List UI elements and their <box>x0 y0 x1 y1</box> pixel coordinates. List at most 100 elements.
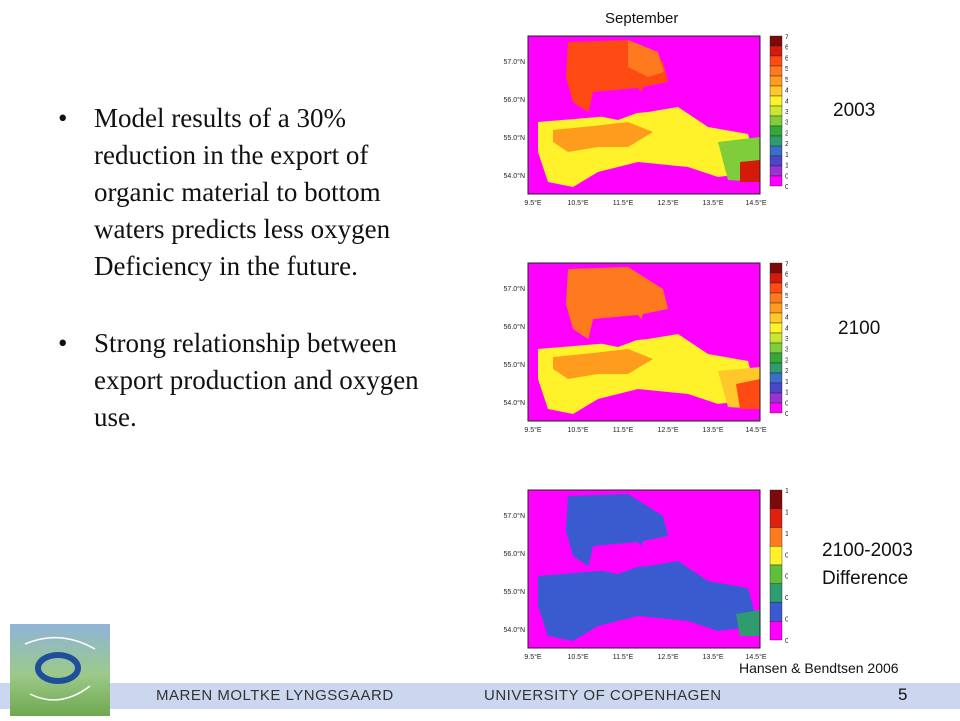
lon-tick: 14.5°E <box>745 426 766 434</box>
colorbar-tick-label: 4.5 <box>785 315 788 322</box>
colorbar-segment <box>769 564 783 584</box>
lon-tick: 10.5°E <box>567 653 588 661</box>
lon-tick: 14.5°E <box>745 653 766 661</box>
map-frame <box>527 35 761 195</box>
lon-tick: 14.5°E <box>745 199 766 207</box>
footer-university: UNIVERSITY OF COPENHAGEN <box>484 687 722 704</box>
colorbar-segment <box>769 508 783 528</box>
citation: Hansen & Bendtsen 2006 <box>739 660 899 676</box>
colorbar-tick-label: 4 <box>785 325 788 332</box>
colorbar-segment <box>769 352 783 364</box>
lon-tick: 10.5°E <box>567 426 588 434</box>
colorbar-segment <box>769 55 783 67</box>
colorbar-segment <box>769 105 783 117</box>
colorbar-segment <box>769 145 783 157</box>
lon-tick: 9.5°E <box>524 426 542 434</box>
colorbar-tick-label: 6.5 <box>785 272 788 279</box>
colorbar-segment <box>769 362 783 374</box>
map-hotspot <box>736 379 760 409</box>
map-difference-figure: 57.0°N 56.0°N 55.0°N 54.0°N 9.5°E 10.5°E… <box>504 488 788 661</box>
lat-tick: 55.0°N <box>504 361 525 369</box>
lat-tick: 57.0°N <box>504 512 525 520</box>
colorbar-segment <box>769 322 783 334</box>
lon-tick: 11.5°E <box>613 426 634 434</box>
colorbar-tick-label: 7 <box>785 261 788 268</box>
colorbar: 7 6.5 6 5.5 5 4.5 4 3.5 3 2.5 2 1.5 1 0.5 0 <box>769 34 788 191</box>
map-frame <box>527 489 761 649</box>
map-label-difference-line2: Difference <box>822 568 909 589</box>
colorbar-tick-label: 3.5 <box>785 336 788 343</box>
bullet-dot: • <box>58 328 68 358</box>
colorbar-tick-label: 6.5 <box>785 45 788 52</box>
colorbar-tick-label: 0.8 <box>785 552 788 559</box>
lon-tick: 11.5°E <box>613 199 634 207</box>
map-landmass-jutland <box>566 494 668 566</box>
colorbar-segment <box>769 292 783 304</box>
map-land-mask <box>588 88 653 120</box>
lon-tick: 12.5°E <box>657 426 678 434</box>
colorbar-tick-label: 3.5 <box>785 109 788 116</box>
colorbar-tick-label: 1 <box>785 163 788 170</box>
map-land-mask <box>678 506 760 576</box>
colorbar-tick-label: 1.5 <box>785 379 788 386</box>
lon-tick: 13.5°E <box>702 653 723 661</box>
page-number: 5 <box>898 685 908 704</box>
bullet-item: • Model results of a 30% reduction in the… <box>58 100 448 285</box>
colorbar-tick-label: 5 <box>785 77 788 84</box>
map-belts-region <box>553 122 653 152</box>
map-kattegat-region <box>628 40 664 77</box>
colorbar-tick-label: 6 <box>785 282 788 289</box>
colorbar-segment <box>769 392 783 404</box>
map-landmass-jutland <box>566 267 668 339</box>
colorbar-segment <box>769 342 783 354</box>
colorbar-segment <box>769 621 783 641</box>
lat-tick: 57.0°N <box>504 285 525 293</box>
bullet-dot: • <box>58 103 68 133</box>
colorbar-segment <box>769 332 783 344</box>
colorbar-tick-label: 2 <box>785 141 788 148</box>
colorbar-segment <box>769 602 783 622</box>
colorbar-tick-label: 5 <box>785 304 788 311</box>
map-2003-figure: 57.0°N 56.0°N 55.0°N 54.0°N 9.5°E 10.5°E… <box>504 34 788 207</box>
colorbar-segment <box>769 546 783 566</box>
colorbar-segment <box>769 35 783 47</box>
lon-tick: 12.5°E <box>657 653 678 661</box>
colorbar-tick-label: 1 <box>785 390 788 397</box>
map-land-mask <box>588 315 653 347</box>
colorbar-tick-label: 0.2 <box>785 617 788 624</box>
map-hotspot <box>740 160 760 182</box>
colorbar-segment <box>769 402 783 414</box>
lat-tick: 56.0°N <box>504 323 525 331</box>
colorbar-segment <box>769 85 783 97</box>
colorbar-segment <box>769 65 783 77</box>
colorbar-segment <box>769 372 783 384</box>
footer-author: MAREN MOLTKE LYNGSGAARD <box>156 687 394 704</box>
colorbar-segment <box>769 583 783 603</box>
bullet-item: • Strong relationship between export prod… <box>58 325 448 436</box>
lat-tick: 56.0°N <box>504 96 525 104</box>
bullet-text: Model results of a 30% reduction in the … <box>94 103 391 281</box>
lat-tick: 54.0°N <box>504 626 525 634</box>
colorbar-segment <box>769 302 783 314</box>
lat-tick: 56.0°N <box>504 550 525 558</box>
lon-tick: 11.5°E <box>613 653 634 661</box>
colorbar-tick-label: 0.4 <box>785 595 788 602</box>
colorbar-tick-label: 2.5 <box>785 357 788 364</box>
colorbar-tick-label: 2 <box>785 368 788 375</box>
colorbar-tick-label: 4 <box>785 98 788 105</box>
lon-tick: 12.5°E <box>657 199 678 207</box>
colorbar-segment <box>769 95 783 107</box>
colorbar-segment <box>769 175 783 187</box>
lat-tick: 55.0°N <box>504 588 525 596</box>
map-label-2003: 2003 <box>833 100 876 121</box>
colorbar-segment <box>769 382 783 394</box>
colorbar-tick-label: 5.5 <box>785 66 788 73</box>
colorbar-segment <box>769 45 783 57</box>
colorbar-segment <box>769 155 783 167</box>
map-land-mask <box>678 279 760 349</box>
map-2100: 57.0°N 56.0°N 55.0°N 54.0°N 9.5°E 10.5°E… <box>478 249 788 444</box>
map-label-difference: 2100-2003 Difference <box>822 537 913 593</box>
logo-icon <box>10 624 110 716</box>
colorbar-tick-label: 3 <box>785 120 788 127</box>
colorbar-tick-label: 5.5 <box>785 293 788 300</box>
